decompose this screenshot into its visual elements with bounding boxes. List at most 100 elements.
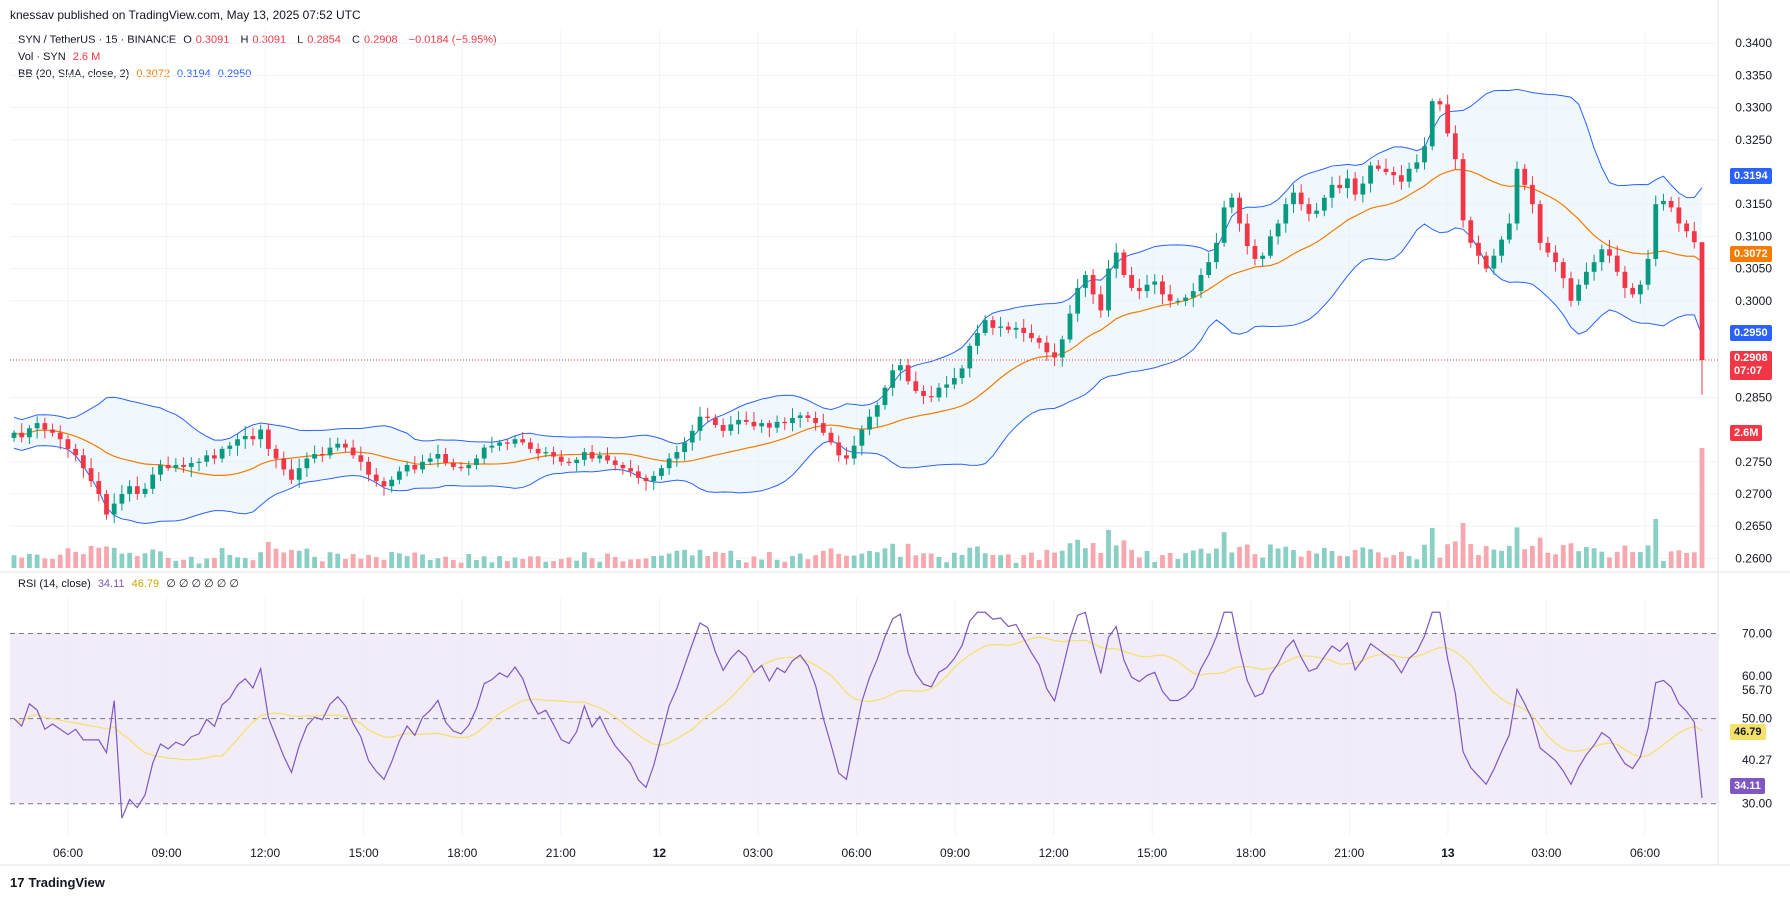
candle-body [1560,262,1566,279]
volume-bar [1352,549,1358,568]
candle-body [450,463,456,467]
volume-bar [782,561,788,568]
volume-bar [1553,554,1558,568]
bollinger-basis-line [13,168,1703,476]
candle-body [335,443,341,448]
candle-body [574,459,580,464]
candle-body [1052,352,1057,358]
time-label-1500: 15:00 [1137,846,1167,860]
volume-bar [751,556,757,568]
volume-bar [1429,527,1435,568]
volume-bar [574,560,580,568]
volume-bar [975,546,980,568]
bollinger-lower-line [13,223,1703,525]
candle-body [605,455,610,461]
candle-body [158,464,163,475]
candle-body [1113,252,1119,269]
candle-body [612,460,618,465]
volume-bar [674,550,680,568]
volume-bar [412,552,418,568]
price-tick-0.2700: 0.2700 [1735,487,1772,501]
volume-bar [1483,546,1489,568]
volume-bar [1275,548,1281,568]
volume-bar [766,551,772,568]
rsi-legend[interactable]: RSI (14, close) 34.11 46.79 ∅ ∅ ∅ ∅ ∅ ∅ [18,577,243,590]
volume-bar [1237,546,1242,568]
candle-body [628,468,634,472]
candle-body [1476,242,1481,256]
candle-body [412,464,418,470]
candle-body [751,421,757,427]
volume-bar [1537,537,1543,568]
volume-bar [404,556,410,568]
candle-body [975,332,980,346]
rsi-tick-30.00: 30.00 [1742,797,1772,811]
volume-bar [1190,550,1196,568]
volume-bar [1059,550,1065,568]
volume-bar [466,553,472,568]
candle-body [682,442,687,453]
candle-body [281,458,287,470]
candle-body [1075,287,1081,314]
volume-bar [1252,554,1258,568]
candle-body [65,439,71,449]
candle-body [312,454,317,459]
volume-bar [1360,547,1366,568]
bollinger-upper-line [13,88,1703,445]
volume-bar [512,557,518,568]
candle-body [27,428,32,438]
candle-body [196,461,202,464]
volume-bar [335,553,341,568]
volume-bar [1614,551,1620,568]
volume-bar [1052,552,1057,568]
volume-bar [158,551,163,568]
candle-body [1190,291,1196,298]
volume-bar [34,554,40,568]
volume-bar [80,554,86,568]
volume-bar [1522,549,1528,568]
volume-bar [790,555,795,568]
price-tick-0.3100: 0.3100 [1735,229,1772,243]
candle-body [1360,183,1366,195]
volume-bar [1044,549,1050,568]
candle-body [104,493,109,515]
rsi-ma-value: 46.79 [131,578,160,590]
volume-bar [1021,555,1027,568]
volume-bar [1630,552,1636,568]
volume-bar [65,548,71,568]
volume-bar [142,553,148,568]
volume-bar [1506,545,1512,568]
candle-body [867,416,872,430]
candle-body [720,425,726,431]
volume-bar [1013,562,1019,568]
candle-body [142,488,148,494]
bb-lower-badge: 0.2950 [1730,324,1772,341]
volume-bar [589,558,595,568]
candle-body [1098,294,1104,311]
volume-bar [1653,518,1659,568]
volume-label: Vol · SYN [18,51,66,63]
volume-bar [435,558,441,568]
candle-body [1090,275,1096,295]
volume-legend[interactable]: Vol · SYN 2.6 M [18,51,104,63]
candle-body [458,466,464,469]
volume-bar [1175,559,1181,568]
price-tick-0.3250: 0.3250 [1735,133,1772,147]
time-label-0900: 09:00 [940,846,970,860]
tradingview-brand[interactable]: 17 TradingView [10,875,105,890]
candle-body [1160,281,1165,295]
volume-value: 2.6 M [72,51,101,63]
candle-body [1622,271,1628,288]
candle-body [674,452,680,459]
candle-body [1630,287,1636,295]
bollinger-legend[interactable]: BB (20, SMA, close, 2) 0.3072 0.3194 0.2… [18,68,255,80]
rsi-label: RSI (14, close) [18,578,91,590]
volume-bar [350,554,356,568]
candle-body [289,469,294,480]
time-label-1500: 15:00 [349,846,379,860]
candle-body [420,461,425,470]
candle-body [165,464,171,469]
volume-bar [296,550,302,568]
last-price: 0.2908 [1734,352,1768,365]
